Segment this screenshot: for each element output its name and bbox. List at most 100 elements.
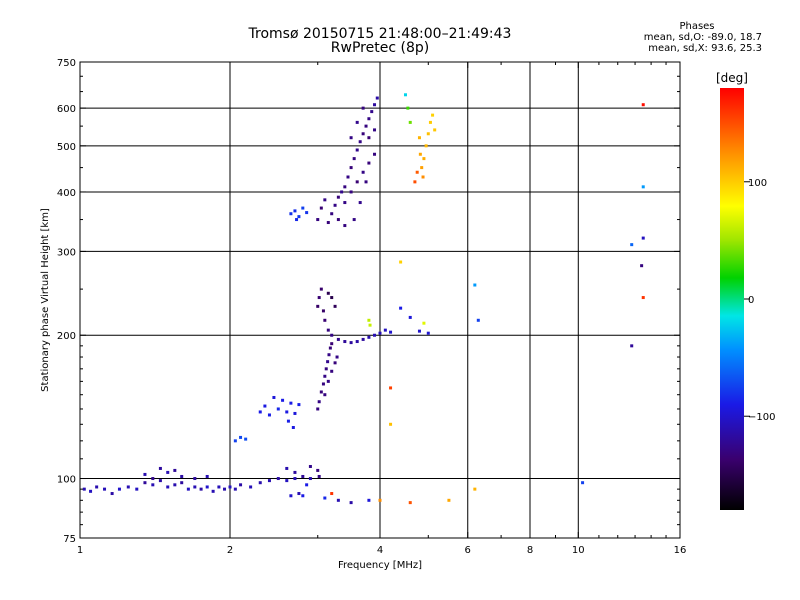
echo-point [473, 487, 477, 491]
echo-point [431, 113, 435, 117]
echo-point [217, 485, 221, 489]
echo-point [349, 501, 353, 505]
echo-point [358, 140, 362, 144]
echo-point [276, 477, 280, 481]
echo-point [326, 328, 330, 332]
echo-point [403, 93, 407, 97]
echo-point [323, 496, 327, 500]
echo-point [205, 474, 209, 478]
echo-point [641, 296, 645, 300]
echo-point [267, 413, 271, 417]
echo-point [285, 479, 289, 483]
echo-point [367, 161, 371, 165]
echo-point [367, 498, 371, 502]
x-tick-label: 2 [227, 545, 233, 556]
y-tick-label: 200 [57, 331, 76, 342]
phase-stats-heading: Phases [679, 21, 715, 32]
echo-point [323, 374, 327, 378]
echo-point [335, 355, 339, 359]
echo-point [330, 333, 334, 337]
echo-point [373, 103, 377, 107]
echo-point [326, 360, 330, 364]
echo-point [426, 331, 430, 335]
colorbar [720, 88, 744, 510]
echo-point [205, 485, 209, 489]
echo-point [373, 333, 377, 337]
echo-point [297, 215, 301, 219]
x-tick-label: 6 [465, 545, 471, 556]
echo-point [239, 483, 243, 487]
chart-title: Tromsø 20150715 21:48:00–21:49:43 RwPret… [200, 27, 560, 55]
echo-point [330, 212, 334, 216]
echo-point [297, 403, 301, 407]
echo-point [319, 390, 323, 394]
echo-point [316, 407, 320, 411]
echo-point [422, 321, 426, 325]
echo-point [343, 201, 347, 205]
echo-point [361, 170, 365, 174]
echo-point [308, 464, 312, 468]
echo-point [317, 474, 321, 478]
echo-point [173, 468, 177, 472]
echo-point [323, 318, 327, 322]
echo-point [408, 501, 412, 505]
echo-point [406, 106, 410, 110]
echo-point [158, 479, 162, 483]
echo-point [330, 492, 334, 496]
y-tick-label: 600 [57, 104, 76, 115]
echo-point [361, 106, 365, 110]
echo-point [581, 481, 585, 485]
echo-point [233, 439, 237, 443]
echo-point [305, 483, 309, 487]
echo-point [258, 410, 262, 414]
y-tick-label: 300 [57, 247, 76, 258]
echo-point [640, 264, 644, 268]
echo-point [249, 485, 253, 489]
x-axis-label: Frequency [MHz] [338, 560, 422, 571]
echo-point [276, 407, 280, 411]
echo-point [422, 157, 426, 161]
colorbar-unit-label: [deg] [716, 71, 748, 85]
colorbar-tick-label: 100 [748, 178, 767, 189]
echo-point [193, 477, 197, 481]
echo-point [378, 331, 382, 335]
echo-point [289, 494, 293, 498]
echo-point [421, 175, 425, 179]
echo-point [358, 201, 362, 205]
echo-point [326, 379, 330, 383]
echo-point [173, 483, 177, 487]
echo-point [340, 190, 344, 194]
echo-point [263, 404, 267, 408]
echo-point [355, 340, 359, 344]
echo-point [433, 128, 437, 132]
echo-point [378, 498, 382, 502]
echo-point [323, 393, 327, 397]
echo-point [630, 243, 634, 247]
echo-point [316, 218, 320, 222]
echo-point [408, 315, 412, 319]
echo-point [151, 477, 155, 481]
chart-title-line1: Tromsø 20150715 21:48:00–21:49:43 [248, 26, 512, 42]
echo-point [117, 487, 121, 491]
echo-point [417, 136, 421, 140]
echo-point [333, 304, 337, 308]
echo-point [295, 218, 299, 222]
echo-point [389, 422, 393, 426]
echo-point [319, 206, 323, 210]
y-tick-label: 100 [57, 475, 76, 486]
echo-point [324, 367, 328, 371]
echo-point [285, 410, 289, 414]
echo-point [349, 190, 353, 194]
echo-point [233, 487, 237, 491]
echo-point [383, 328, 387, 332]
echo-point [399, 306, 403, 310]
echo-point [641, 236, 645, 240]
echo-point [428, 120, 432, 124]
echo-point [301, 494, 305, 498]
echo-point [272, 395, 276, 399]
echo-point [289, 212, 293, 216]
echo-point [143, 481, 147, 485]
echo-point [323, 198, 327, 202]
echo-point [641, 103, 645, 107]
echo-point [447, 498, 451, 502]
